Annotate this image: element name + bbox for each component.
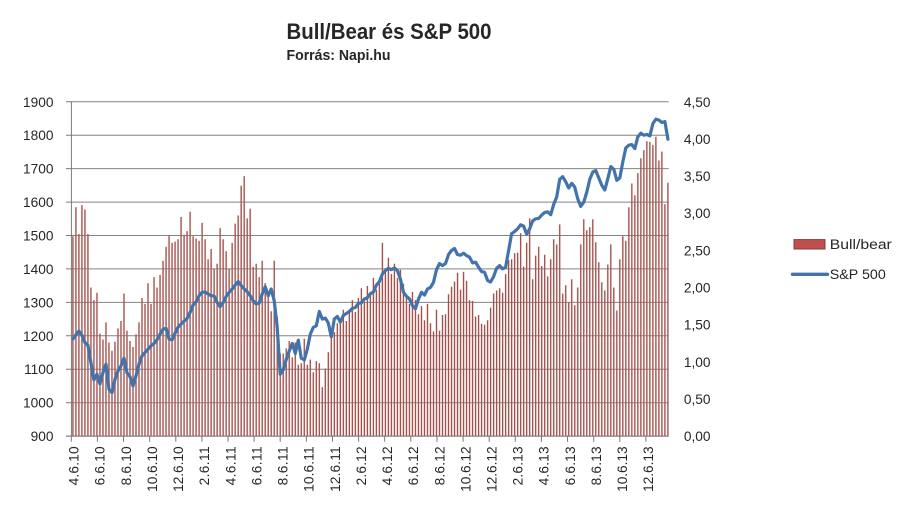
svg-text:2.6.12: 2.6.12 xyxy=(354,446,369,485)
svg-text:8.6.13: 8.6.13 xyxy=(589,446,604,485)
svg-text:1400: 1400 xyxy=(23,262,54,277)
svg-text:4.6.11: 4.6.11 xyxy=(223,446,238,485)
svg-text:0,00: 0,00 xyxy=(684,429,711,444)
svg-text:Bull/Bear és S&P 500: Bull/Bear és S&P 500 xyxy=(287,19,492,44)
svg-text:1300: 1300 xyxy=(23,295,54,310)
svg-text:2,00: 2,00 xyxy=(684,281,711,296)
svg-text:12.6.13: 12.6.13 xyxy=(641,446,656,492)
svg-text:1500: 1500 xyxy=(23,229,54,244)
svg-text:1100: 1100 xyxy=(24,362,54,377)
svg-text:10.6.11: 10.6.11 xyxy=(302,446,317,492)
svg-text:4.6.10: 4.6.10 xyxy=(67,446,82,485)
svg-text:6.6.12: 6.6.12 xyxy=(406,446,421,485)
svg-text:1200: 1200 xyxy=(23,329,54,344)
svg-text:6.6.10: 6.6.10 xyxy=(93,446,108,485)
svg-text:900: 900 xyxy=(31,429,54,444)
svg-text:10.6.12: 10.6.12 xyxy=(458,446,473,492)
svg-text:4.6.13: 4.6.13 xyxy=(537,446,552,485)
svg-text:S&P 500: S&P 500 xyxy=(830,267,886,282)
svg-text:1600: 1600 xyxy=(23,195,54,210)
svg-text:6.6.13: 6.6.13 xyxy=(563,446,578,485)
svg-text:2.6.11: 2.6.11 xyxy=(197,446,212,485)
svg-text:1900: 1900 xyxy=(23,95,54,110)
svg-text:8.6.10: 8.6.10 xyxy=(119,446,134,485)
svg-text:4,00: 4,00 xyxy=(684,132,711,147)
svg-text:3,50: 3,50 xyxy=(684,169,711,184)
svg-text:1700: 1700 xyxy=(23,162,54,177)
svg-text:1,50: 1,50 xyxy=(684,318,711,333)
svg-text:8.6.11: 8.6.11 xyxy=(276,446,291,485)
svg-text:1,00: 1,00 xyxy=(684,355,711,370)
svg-text:10.6.10: 10.6.10 xyxy=(145,446,160,492)
svg-text:8.6.12: 8.6.12 xyxy=(432,446,447,485)
svg-text:Bull/bear: Bull/bear xyxy=(830,237,893,252)
svg-text:2,50: 2,50 xyxy=(684,243,711,258)
svg-text:12.6.12: 12.6.12 xyxy=(485,446,500,492)
svg-text:10.6.13: 10.6.13 xyxy=(615,446,630,492)
svg-text:0,50: 0,50 xyxy=(684,392,711,407)
svg-text:6.6.11: 6.6.11 xyxy=(249,446,264,485)
svg-text:4.6.12: 4.6.12 xyxy=(380,446,395,485)
svg-text:1000: 1000 xyxy=(23,396,54,411)
svg-text:4,50: 4,50 xyxy=(684,95,711,110)
svg-text:1800: 1800 xyxy=(23,128,54,143)
svg-text:12.6.11: 12.6.11 xyxy=(328,446,343,492)
svg-text:2.6.13: 2.6.13 xyxy=(511,446,526,485)
svg-text:Forrás: Napi.hu: Forrás: Napi.hu xyxy=(287,47,391,64)
svg-text:12.6.10: 12.6.10 xyxy=(171,446,186,492)
svg-text:3,00: 3,00 xyxy=(684,206,711,221)
